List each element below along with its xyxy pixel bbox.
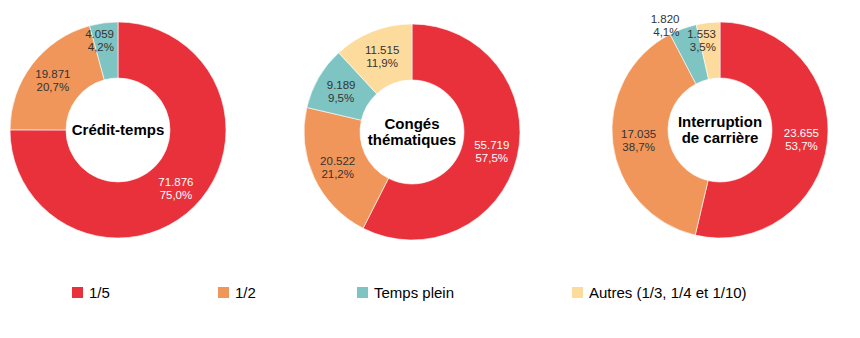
data-labels: 1.5533,5% 1.8204,1% 17.03538,7% 23.65553,7%	[621, 13, 819, 153]
percentage-label: 75,0%	[160, 189, 193, 201]
percentage-label: 21,2%	[321, 168, 354, 180]
legend-swatch	[218, 287, 229, 298]
percentage-label: 38,7%	[622, 141, 655, 153]
slice	[10, 22, 226, 238]
title: Congésthématiques	[368, 115, 456, 148]
slices	[10, 22, 226, 238]
percentage-label: 20,7%	[37, 81, 70, 93]
value-label: 23.655	[784, 127, 819, 139]
legend-item: Autres (1/3, 1/4 et 1/10)	[572, 284, 747, 301]
title-line: Crédit-temps	[72, 121, 165, 138]
value-label: 9.189	[327, 79, 356, 91]
value-label: 1.553	[687, 28, 716, 40]
data-label: 20.52221,2%	[320, 155, 355, 180]
legend-label: 1/5	[89, 284, 110, 301]
legend-swatch	[72, 287, 83, 298]
legend: 1/5 1/2 Temps plein Autres (1/3, 1/4 et 1/1…	[72, 284, 747, 301]
percentage-label: 9,5%	[328, 92, 354, 104]
data-label: 55.71957,5%	[474, 139, 509, 164]
percentage-label: 57,5%	[475, 152, 508, 164]
slice	[363, 24, 520, 240]
slice	[304, 107, 388, 228]
data-label: 71.87675,0%	[158, 176, 193, 201]
donut: 1.5533,5% 1.8204,1% 17.03538,7% 23.65553,7%…	[612, 13, 828, 238]
data-label: 11.51511,9%	[365, 44, 399, 69]
percentage-label: 3,5%	[690, 41, 716, 53]
donut: 11.51511,9% 9.1899,5% 20.52221,2% 55.71957,…	[304, 24, 520, 240]
value-label: 4.059	[85, 28, 114, 40]
value-label: 1.820	[651, 13, 680, 25]
legend-swatch	[357, 287, 368, 298]
data-label: 1.8204,1%	[651, 13, 680, 38]
title-line: thématiques	[368, 131, 456, 148]
title-line: Congés	[384, 115, 439, 132]
legend-label: 1/2	[235, 284, 256, 301]
value-label: 19.871	[35, 68, 70, 80]
value-label: 17.035	[621, 128, 656, 140]
title-line: de carrière	[682, 129, 759, 146]
title-line: Interruption	[678, 113, 762, 130]
title: Interruptionde carrière	[678, 113, 762, 146]
legend-item: Temps plein	[357, 284, 454, 301]
value-label: 11.515	[365, 44, 399, 56]
percentage-label: 11,9%	[366, 57, 398, 69]
data-label: 23.65553,7%	[784, 127, 819, 152]
donut: 4.0594,2% 19.87120,7% 71.87675,0% Crédit-te…	[10, 22, 226, 238]
value-label: 71.876	[158, 176, 193, 188]
percentage-label: 4,1%	[653, 26, 679, 38]
legend-label: Autres (1/3, 1/4 et 1/10)	[589, 284, 747, 301]
percentage-label: 53,7%	[785, 140, 818, 152]
legend-item: 1/2	[218, 284, 256, 301]
data-labels: 4.0594,2% 19.87120,7% 71.87675,0%	[35, 28, 193, 201]
data-label: 17.03538,7%	[621, 128, 656, 153]
data-label: 9.1899,5%	[327, 79, 356, 104]
legend-item: 1/5	[72, 284, 110, 301]
percentage-label: 4,2%	[88, 41, 114, 53]
data-label: 4.0594,2%	[85, 28, 114, 53]
title: Crédit-temps	[72, 121, 165, 138]
value-label: 20.522	[320, 155, 355, 167]
value-label: 55.719	[474, 139, 509, 151]
data-label: 19.87120,7%	[35, 68, 70, 93]
data-label: 1.5533,5%	[687, 28, 716, 53]
chart: 4.0594,2% 19.87120,7% 71.87675,0% Crédit-te…	[0, 0, 860, 338]
legend-swatch	[572, 287, 583, 298]
slices	[304, 24, 520, 240]
data-labels: 11.51511,9% 9.1899,5% 20.52221,2% 55.71957,…	[320, 44, 509, 180]
legend-label: Temps plein	[374, 284, 454, 301]
slices	[612, 22, 828, 238]
